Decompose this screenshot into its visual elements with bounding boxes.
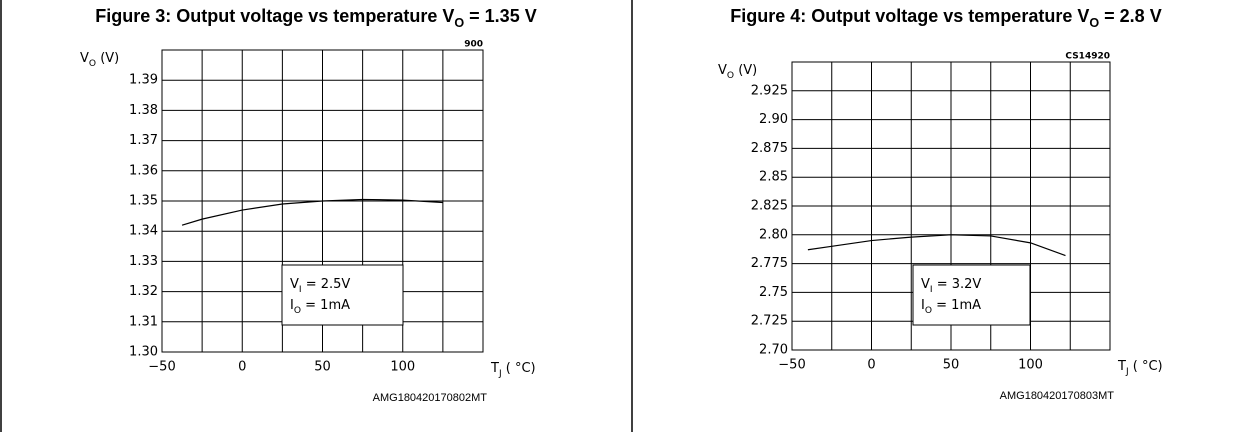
- y-tick-label: 1.32: [129, 284, 158, 299]
- y-tick-label: 2.70: [759, 343, 788, 358]
- y-tick-label: 2.90: [759, 112, 788, 127]
- x-tick-label: −50: [148, 360, 175, 375]
- y-axis-label-sub: O: [727, 71, 734, 81]
- annotation-sub: O: [925, 306, 932, 316]
- annotation-sub: I: [299, 285, 302, 295]
- y-axis-label-rest: (V): [96, 51, 119, 66]
- x-tick-label: −50: [778, 358, 805, 373]
- x-axis-label-main: T: [1117, 359, 1126, 374]
- y-axis-label: VO (V): [80, 51, 119, 69]
- annotation-sub: O: [294, 306, 301, 316]
- x-tick-label: 0: [238, 360, 246, 375]
- y-tick-label: 1.37: [129, 133, 158, 148]
- y-tick-label: 1.31: [129, 314, 158, 329]
- annotation-main: I: [921, 298, 925, 313]
- annotation-main: V: [921, 277, 930, 292]
- chart-title-rest: = 1.35 V: [464, 6, 537, 26]
- x-tick-label: 100: [1018, 358, 1043, 373]
- annotation-box: [281, 264, 404, 326]
- x-tick-label: 100: [390, 360, 415, 375]
- annotation-box: [912, 264, 1031, 326]
- y-tick-label: 2.875: [751, 141, 788, 156]
- y-axis-label: VO (V): [718, 63, 757, 81]
- annotation-rest: = 1mA: [301, 298, 350, 313]
- chart-code: 900: [464, 40, 483, 50]
- x-axis-label-rest: ( °C): [1129, 359, 1163, 374]
- x-tick-label: 0: [867, 358, 875, 373]
- x-axis-label-sub: J: [1125, 367, 1129, 377]
- footer-code: AMG180420170803MT: [1000, 390, 1115, 402]
- chart-title-sub: O: [1089, 16, 1099, 30]
- y-tick-label: 2.85: [759, 170, 788, 185]
- y-tick-label: 2.80: [759, 227, 788, 242]
- x-axis-label: TJ ( °C): [1117, 359, 1163, 377]
- annotation-main: V: [290, 277, 299, 292]
- y-axis-label-sub: O: [89, 59, 96, 69]
- chart-title: Figure 3: Output voltage vs temperature …: [95, 6, 536, 31]
- y-tick-label: 1.38: [129, 103, 158, 118]
- y-tick-label: 1.36: [129, 163, 158, 178]
- annotation-rest: = 1mA: [932, 298, 981, 313]
- y-tick-label: 1.39: [129, 73, 158, 88]
- annotation-rest: = 2.5V: [302, 277, 351, 292]
- y-axis-label-main: V: [718, 63, 727, 78]
- annotation-sub: I: [930, 285, 933, 295]
- x-axis-label-sub: J: [498, 369, 502, 379]
- annotation: IO = 1mA: [290, 298, 350, 316]
- x-tick-label: 50: [314, 360, 331, 375]
- annotation: VI = 3.2V: [921, 277, 981, 295]
- y-axis-label-rest: (V): [734, 63, 757, 78]
- chart-title-sub: O: [454, 16, 464, 30]
- footer-code: AMG180420170802MT: [373, 392, 488, 404]
- chart-title-main: Figure 4: Output voltage vs temperature …: [730, 6, 1089, 26]
- data-line: [181, 198, 443, 226]
- chart-title-main: Figure 3: Output voltage vs temperature …: [95, 6, 454, 26]
- y-tick-label: 1.34: [129, 224, 158, 239]
- x-axis-label: TJ ( °C): [490, 361, 536, 379]
- y-tick-label: 2.725: [751, 314, 788, 329]
- chart-title-rest: = 2.8 V: [1099, 6, 1162, 26]
- y-tick-label: 2.75: [759, 285, 788, 300]
- x-axis-label-main: T: [490, 361, 499, 376]
- y-tick-label: 2.825: [751, 199, 788, 214]
- chart-title: Figure 4: Output voltage vs temperature …: [730, 6, 1161, 31]
- y-tick-label: 2.925: [751, 83, 788, 98]
- y-tick-label: 2.775: [751, 256, 788, 271]
- data-line: [807, 234, 1066, 257]
- annotation: VI = 2.5V: [290, 277, 350, 295]
- y-tick-label: 1.30: [129, 345, 158, 360]
- y-tick-label: 1.35: [129, 194, 158, 209]
- annotation-rest: = 3.2V: [933, 277, 982, 292]
- chart-code: CS14920: [1065, 52, 1110, 62]
- y-axis-label-main: V: [80, 51, 89, 66]
- y-tick-label: 1.33: [129, 254, 158, 269]
- annotation-main: I: [290, 298, 294, 313]
- x-tick-label: 50: [943, 358, 960, 373]
- annotation: IO = 1mA: [921, 298, 981, 316]
- x-axis-label-rest: ( °C): [502, 361, 536, 376]
